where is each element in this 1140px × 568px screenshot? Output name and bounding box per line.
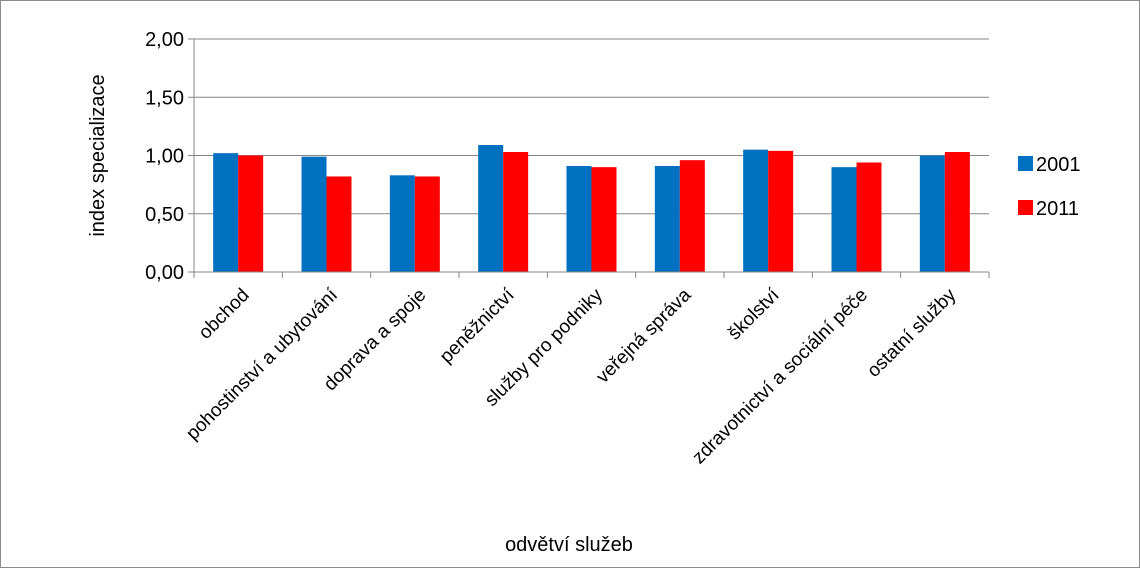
y-tick-label: 0,00 (145, 262, 184, 284)
bar-2011-9 (944, 152, 970, 272)
bar-2001-5 (566, 165, 592, 272)
legend-label-2011: 2011 (1036, 198, 1079, 220)
bar-2011-2 (326, 176, 352, 272)
y-tick-labels: 0,00 0,50 1,00 1,50 2,00 (145, 29, 184, 284)
x-tick-label: školství (724, 284, 784, 344)
bar-2001-2 (301, 156, 327, 272)
x-axis-title: odvětví služeb (505, 534, 633, 556)
x-tick-label: peněžnictví (436, 284, 519, 367)
y-tick-label: 1,50 (145, 87, 184, 109)
y-tick-label: 0,50 (145, 204, 184, 226)
legend-label-2001: 2001 (1036, 154, 1081, 176)
bar-2001-3 (389, 175, 415, 272)
legend: 2001 2011 (1018, 154, 1081, 220)
bar-2001-9 (919, 155, 945, 272)
bar-2001-6 (654, 165, 680, 272)
bar-2001-4 (478, 145, 504, 272)
x-tick-label: obchod (195, 285, 254, 344)
bar-2011-6 (679, 160, 705, 272)
x-tick-label: zdravotnictví a sociální péče (688, 285, 872, 469)
bar-2011-4 (503, 152, 529, 272)
legend-swatch-2001 (1018, 156, 1033, 171)
x-tick-label: pohostinství a ubytování (182, 284, 342, 444)
legend-swatch-2011 (1018, 200, 1033, 215)
bar-2001-8 (831, 167, 857, 272)
bar-2011-8 (856, 162, 882, 272)
axes (188, 38, 990, 278)
y-tick-label: 1,00 (145, 146, 184, 168)
y-axis-title: index specializace (87, 74, 109, 236)
bars (213, 145, 970, 272)
bar-2011-5 (591, 167, 617, 272)
bar-2011-3 (414, 176, 440, 272)
x-tick-label: ostatní služby (863, 284, 960, 381)
y-tick-label: 2,00 (145, 29, 184, 51)
x-tick-label: veřejná správa (592, 284, 695, 387)
bar-2011-1 (238, 155, 264, 272)
bar-2001-7 (743, 149, 769, 272)
bar-2001-1 (213, 153, 239, 272)
bar-2011-7 (768, 150, 794, 272)
